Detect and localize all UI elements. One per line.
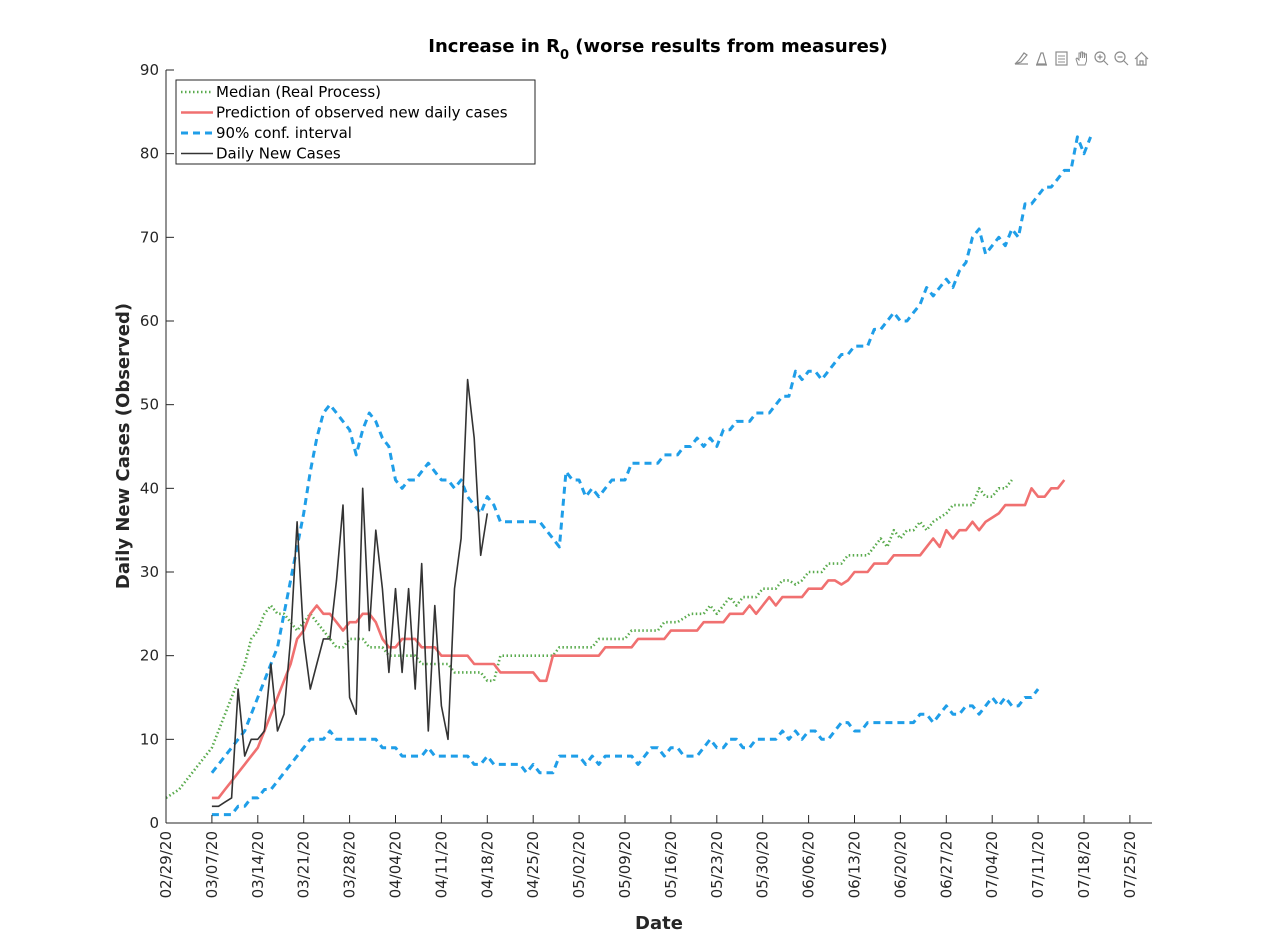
y-tick-label: 50: [140, 396, 159, 414]
x-tick-label: 06/13/20: [846, 831, 864, 898]
y-tick-label: 80: [140, 145, 159, 163]
x-tick-label: 05/02/20: [570, 831, 588, 898]
x-tick-label: 04/25/20: [524, 831, 542, 898]
series-line-3: [211, 688, 1040, 817]
y-tick-label: 40: [140, 479, 159, 497]
x-axis-ticks: 02/29/20 03/07/20 03/14/20 03/21/20 03/28/20…: [157, 815, 1139, 898]
y-tick-label: 20: [140, 647, 159, 665]
x-tick-label: 05/23/20: [708, 831, 726, 898]
y-tick-label: 60: [140, 312, 159, 330]
x-tick-label: 07/18/20: [1075, 831, 1093, 898]
x-tick-label: 03/14/20: [249, 831, 267, 898]
x-tick-label: 02/29/20: [157, 831, 175, 898]
x-tick-label: 05/16/20: [662, 831, 680, 898]
chart-title-main: Increase in R: [428, 36, 560, 57]
y-tick-label: 0: [149, 814, 159, 832]
x-tick-label: 03/21/20: [295, 831, 313, 898]
series-layer: [165, 135, 1092, 817]
x-tick-label: 04/11/20: [432, 831, 450, 898]
legend-entry-label: Daily New Cases: [216, 145, 341, 163]
series-line-1: [211, 479, 1066, 800]
y-tick-label: 70: [140, 228, 159, 246]
zoom-in-icon[interactable]: [1093, 50, 1110, 67]
x-axis-title: Date: [635, 913, 683, 934]
x-tick-label: 05/30/20: [754, 831, 772, 898]
x-tick-label: 06/06/20: [800, 831, 818, 898]
legend-entry-label: Median (Real Process): [216, 83, 381, 101]
legend-box: [175, 79, 536, 165]
x-tick-label: 03/28/20: [341, 831, 359, 898]
export-icon[interactable]: [1053, 50, 1070, 67]
x-tick-label: 04/18/20: [478, 831, 496, 898]
legend: Median (Real Process) Prediction of obser…: [175, 79, 536, 165]
y-axis-ticks: 0 10 20 30 40 50 60 70 80 90: [140, 61, 174, 832]
chart-title-subscript: 0: [560, 48, 569, 63]
series-line-2: [210, 135, 1092, 774]
pan-hand-icon[interactable]: [1073, 50, 1090, 67]
axes-toolbar: [1013, 50, 1150, 67]
home-icon[interactable]: [1133, 50, 1150, 67]
chart-title: Increase in R0 (worse results from measu…: [428, 36, 887, 63]
x-tick-label: 07/25/20: [1121, 831, 1139, 898]
x-tick-label: 03/07/20: [203, 831, 221, 898]
y-tick-label: 30: [140, 563, 159, 581]
data-tips-icon[interactable]: [1033, 50, 1050, 67]
y-axis-title: Daily New Cases (Observed): [113, 303, 134, 589]
brush-icon[interactable]: [1013, 50, 1030, 67]
y-tick-label: 90: [140, 61, 159, 79]
x-tick-label: 07/11/20: [1029, 831, 1047, 898]
zoom-out-icon[interactable]: [1113, 50, 1130, 67]
y-tick-label: 10: [140, 730, 159, 748]
x-tick-label: 05/09/20: [616, 831, 634, 898]
series-line-0: [165, 479, 1013, 799]
series-line-4: [211, 378, 489, 808]
x-tick-label: 06/20/20: [891, 831, 909, 898]
x-tick-label: 06/27/20: [937, 831, 955, 898]
legend-entry-label: 90% conf. interval: [216, 124, 352, 142]
chart-title-rest: (worse results from measures): [569, 36, 888, 57]
legend-entry-label: Prediction of observed new daily cases: [216, 104, 508, 122]
x-tick-label: 04/04/20: [387, 831, 405, 898]
plot-area: [166, 70, 1152, 823]
x-tick-label: 07/04/20: [983, 831, 1001, 898]
